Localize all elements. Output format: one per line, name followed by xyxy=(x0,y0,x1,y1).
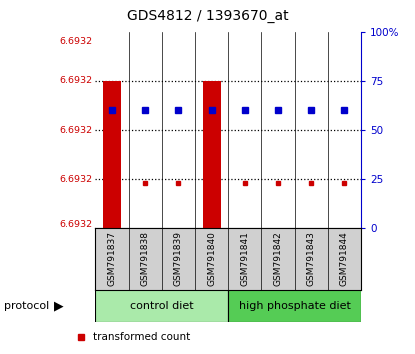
Text: 6.6932: 6.6932 xyxy=(59,175,92,184)
Text: GSM791837: GSM791837 xyxy=(107,232,117,286)
Text: GDS4812 / 1393670_at: GDS4812 / 1393670_at xyxy=(127,9,288,23)
Text: GSM791840: GSM791840 xyxy=(207,232,216,286)
Text: GSM791842: GSM791842 xyxy=(273,232,283,286)
Text: high phosphate diet: high phosphate diet xyxy=(239,301,351,311)
Text: 6.6932: 6.6932 xyxy=(59,37,92,46)
FancyBboxPatch shape xyxy=(228,290,361,322)
Text: GSM791841: GSM791841 xyxy=(240,232,249,286)
Text: GSM791843: GSM791843 xyxy=(307,232,316,286)
FancyBboxPatch shape xyxy=(95,290,228,322)
Text: 6.6932: 6.6932 xyxy=(59,220,92,229)
Text: ▶: ▶ xyxy=(54,300,63,313)
Text: protocol: protocol xyxy=(4,301,49,311)
Text: control diet: control diet xyxy=(130,301,194,311)
Text: GSM791844: GSM791844 xyxy=(340,232,349,286)
Bar xyxy=(203,81,221,228)
Text: GSM791839: GSM791839 xyxy=(174,232,183,286)
Text: 6.6932: 6.6932 xyxy=(59,126,92,135)
Text: GSM791838: GSM791838 xyxy=(141,232,150,286)
Text: 6.6932: 6.6932 xyxy=(59,76,92,85)
Bar xyxy=(103,81,121,228)
Text: transformed count: transformed count xyxy=(93,332,190,342)
